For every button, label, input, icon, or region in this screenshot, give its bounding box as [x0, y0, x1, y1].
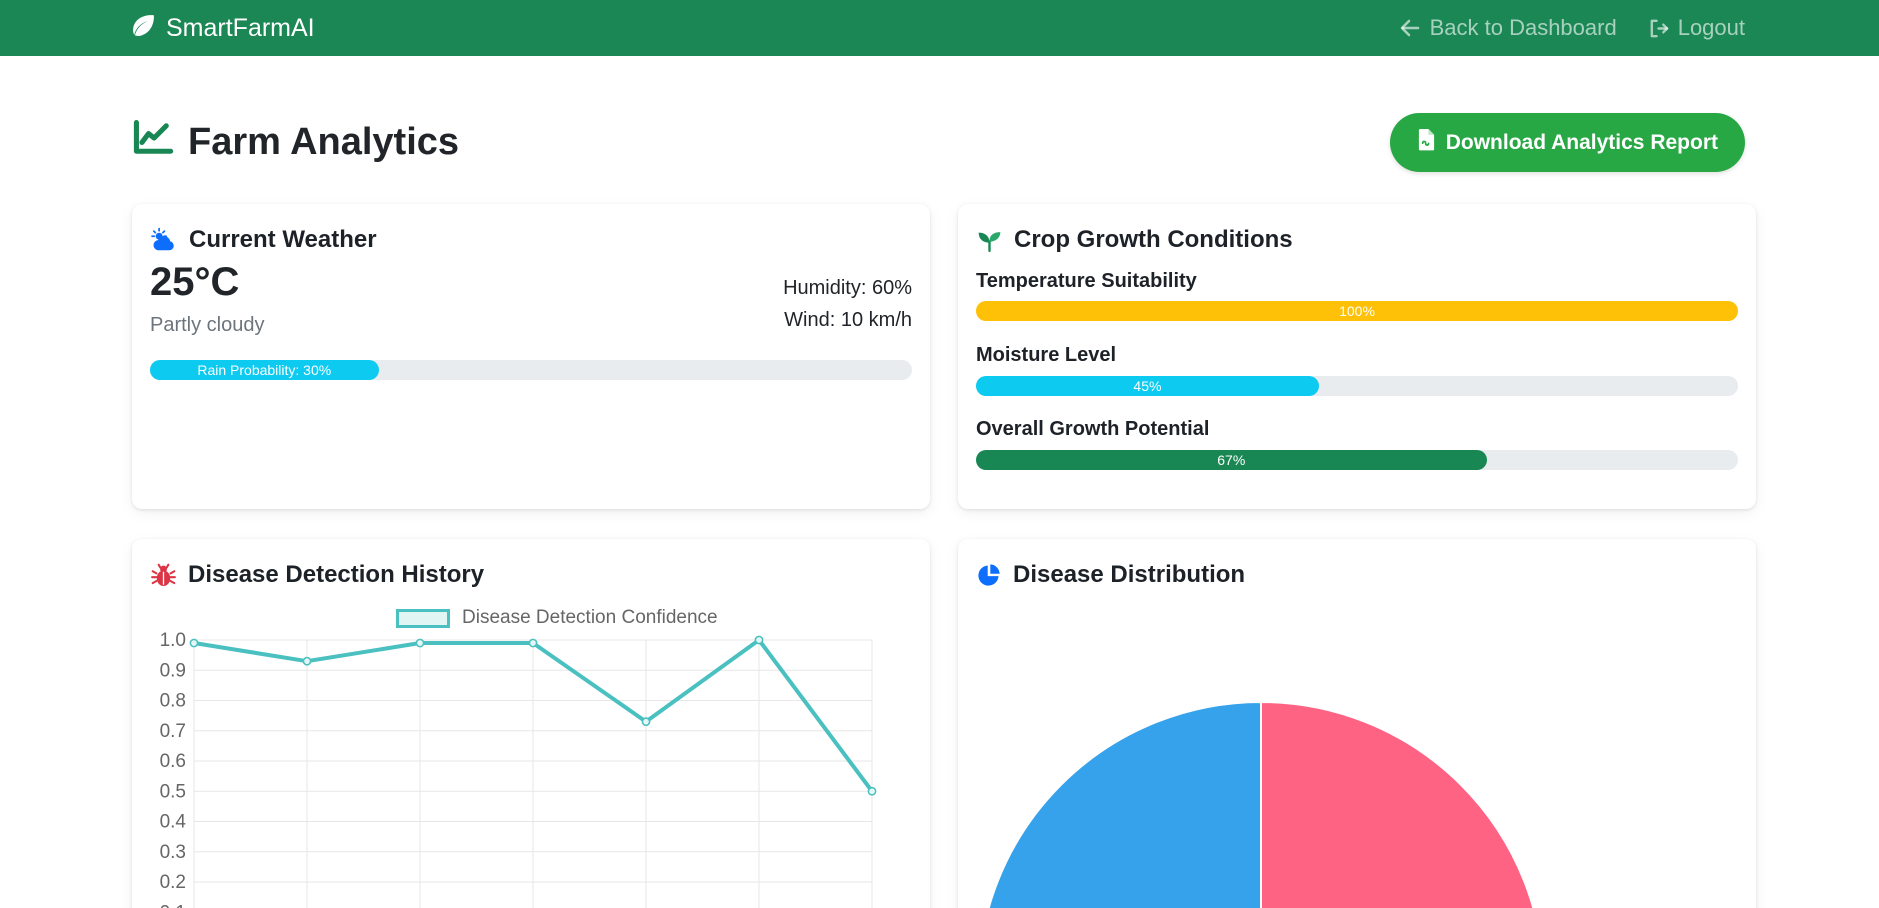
growth-card-header: Crop Growth Conditions — [976, 226, 1293, 254]
rain-probability-fill: Rain Probability: 30% — [150, 360, 379, 380]
download-report-label: Download Analytics Report — [1445, 130, 1718, 154]
svg-text:0.1: 0.1 — [160, 902, 186, 908]
pie-chart-icon — [976, 562, 1002, 588]
svg-text:0.2: 0.2 — [160, 872, 186, 893]
svg-text:0.6: 0.6 — [160, 751, 186, 772]
rain-probability-bar: Rain Probability: 30% — [150, 360, 912, 380]
seedling-icon — [976, 227, 1003, 253]
growth-card-title: Crop Growth Conditions — [1014, 226, 1293, 253]
distribution-card-title: Disease Distribution — [1013, 561, 1246, 588]
cloud-sun-icon — [150, 227, 178, 253]
moisture-level-fill: 45% — [976, 376, 1319, 396]
sign-out-icon — [1647, 17, 1670, 40]
back-link-label: Back to Dashboard — [1429, 15, 1617, 40]
legend-label: Disease Detection Confidence — [462, 607, 718, 628]
leaf-icon — [130, 12, 156, 45]
history-card-title: Disease Detection History — [188, 561, 485, 588]
temperature-suitability-fill: 100% — [976, 301, 1738, 321]
brand-label: SmartFarmAI — [166, 13, 315, 42]
moisture-level-value: 45% — [1133, 378, 1162, 394]
temperature-suitability-label: Temperature Suitability — [976, 270, 1197, 292]
svg-text:0.3: 0.3 — [160, 842, 186, 863]
brand-link[interactable]: SmartFarmAI — [130, 12, 315, 45]
temperature-suitability-bar: 100% — [976, 301, 1738, 321]
download-report-button[interactable]: Download Analytics Report — [1389, 113, 1745, 172]
growth-potential-fill: 67% — [976, 450, 1487, 470]
svg-text:0.5: 0.5 — [160, 781, 186, 802]
page-title: Farm Analytics — [132, 119, 459, 167]
moisture-level-bar: 45% — [976, 376, 1738, 396]
weather-details: Humidity: 60% Wind: 10 km/h — [783, 272, 912, 336]
svg-text:0.9: 0.9 — [160, 660, 186, 681]
logout-link-label: Logout — [1677, 15, 1745, 40]
svg-text:0.7: 0.7 — [160, 721, 186, 742]
humidity-value: Humidity: 60% — [783, 277, 912, 299]
growth-potential-label: Overall Growth Potential — [976, 418, 1210, 440]
weather-card-header: Current Weather — [150, 226, 377, 254]
distribution-card-header: Disease Distribution — [976, 561, 1245, 589]
top-navbar: SmartFarmAI Back to Dashboard Logout — [0, 0, 1879, 56]
disease-distribution-card: Disease Distribution — [958, 539, 1756, 908]
temperature-value: 25°C — [150, 260, 240, 304]
crop-growth-card: Crop Growth Conditions Temperature Suita… — [958, 204, 1756, 509]
svg-text:1.0: 1.0 — [160, 630, 186, 651]
weather-condition: Partly cloudy — [150, 314, 265, 336]
chart-legend[interactable]: Disease Detection Confidence — [396, 607, 718, 629]
chart-line-icon — [132, 119, 174, 167]
svg-text:0.8: 0.8 — [160, 691, 186, 712]
growth-potential-bar: 67% — [976, 450, 1738, 470]
logout-link[interactable]: Logout — [1647, 15, 1745, 41]
history-card-header: Disease Detection History — [150, 561, 484, 589]
moisture-level-label: Moisture Level — [976, 344, 1117, 366]
svg-text:0.4: 0.4 — [160, 812, 187, 833]
arrow-left-icon — [1398, 16, 1422, 40]
bug-icon — [150, 562, 177, 588]
page-title-label: Farm Analytics — [188, 121, 460, 163]
current-weather-card: Current Weather 25°C Partly cloudy Humid… — [132, 204, 930, 509]
disease-history-card: Disease Detection History Disease Detect… — [132, 539, 930, 908]
legend-swatch — [396, 608, 450, 628]
file-pdf-icon — [1417, 128, 1436, 157]
weather-card-title: Current Weather — [189, 226, 377, 253]
pie-chart — [987, 700, 1535, 908]
wind-value: Wind: 10 km/h — [784, 309, 912, 331]
temperature-suitability-value: 100% — [1339, 303, 1375, 319]
growth-potential-value: 67% — [1217, 452, 1246, 468]
navbar-links: Back to Dashboard Logout — [1398, 15, 1745, 41]
rain-probability-label: Rain Probability: 30% — [197, 362, 332, 378]
page-header: Farm Analytics Download Analytics Report — [132, 113, 1745, 172]
back-to-dashboard-link[interactable]: Back to Dashboard — [1398, 15, 1617, 41]
line-chart: 1.0 0.9 0.8 0.7 0.6 0.5 0.4 0.3 0.2 0.1 — [160, 630, 877, 908]
